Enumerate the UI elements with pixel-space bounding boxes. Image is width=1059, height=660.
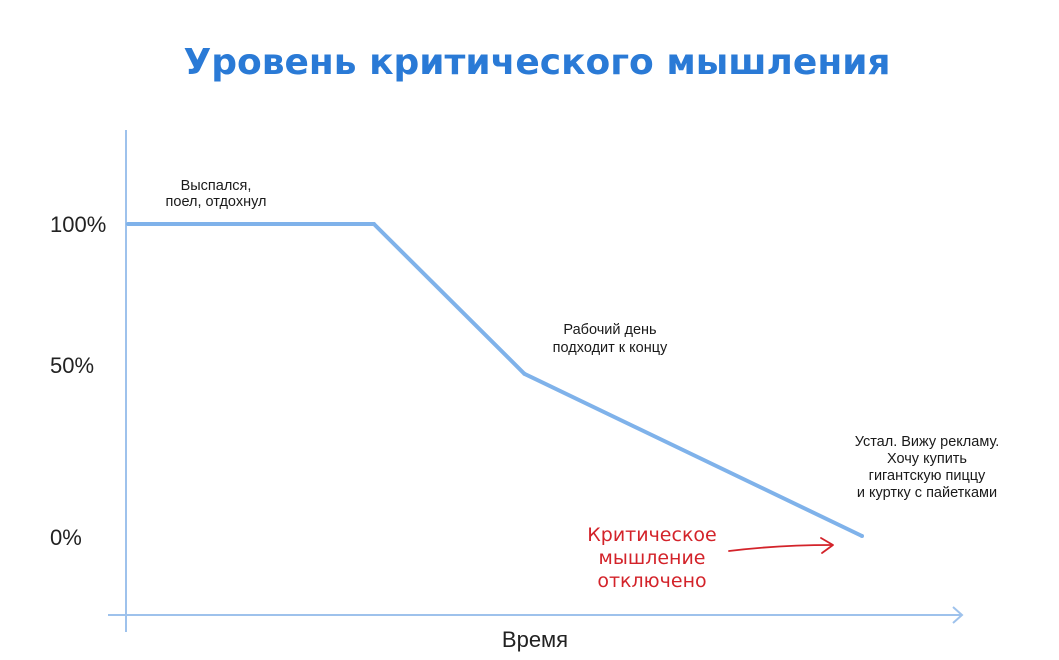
series-point-0-2 [522,371,527,376]
callout-arrowhead-icon [820,537,834,554]
y-tick-label-100: 100% [50,212,106,237]
x-axis-label: Время [502,627,568,652]
series-layer [126,222,864,538]
chart-title: Уровень критического мышления [183,42,890,83]
x-axis-arrowhead [952,606,964,624]
series-point-0-3 [860,534,864,538]
annotation-workday-line-2: подходит к концу [553,340,668,356]
series-point-0-0 [126,222,130,226]
annotation-tired-line-3: гигантскую пиццу [869,468,986,484]
callout-line-3: отключено [597,570,706,592]
annotation-rested-line-1: Выспался, [181,178,252,194]
callout-line-2: мышление [598,547,705,569]
series-point-0-1 [371,222,376,226]
annotation-rested-line-2: поел, отдохнул [166,194,267,210]
callout-arrow-shaft [728,544,833,552]
series-line-0 [128,222,863,538]
y-tick-label-50: 50% [50,353,94,378]
annotation-tired-line-4: и куртку с пайетками [857,485,997,501]
annotation-workday-line-1: Рабочий день [563,322,656,338]
annotation-tired-line-1: Устал. Вижу рекламу. [855,434,1000,450]
callout-line-1: Критическое [587,524,716,546]
annotation-tired-line-2: Хочу купить [887,451,967,467]
y-tick-label-0: 0% [50,525,82,550]
